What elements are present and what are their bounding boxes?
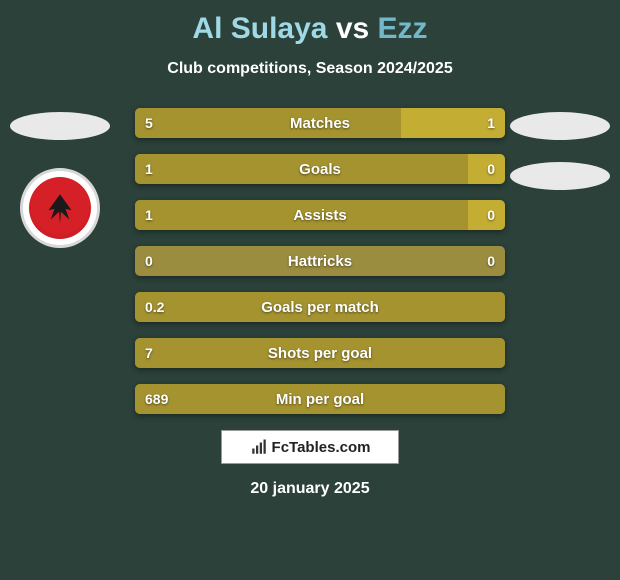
stat-label: Goals per match (135, 292, 505, 322)
stat-row: 51Matches (135, 108, 505, 138)
player2-photo-placeholder (510, 112, 610, 140)
stat-label: Matches (135, 108, 505, 138)
player1-photo-placeholder (10, 112, 110, 140)
subtitle: Club competitions, Season 2024/2025 (0, 60, 620, 78)
stat-row: 7Shots per goal (135, 338, 505, 368)
source-badge[interactable]: FcTables.com (221, 430, 399, 464)
content-area: 51Matches 10Goals 10Assists 00Hattricks 0.2G… (0, 108, 620, 414)
player1-club-logo (20, 168, 100, 248)
stat-label: Assists (135, 200, 505, 230)
stat-row: 10Assists (135, 200, 505, 230)
vs-text: vs (336, 12, 369, 45)
stat-row: 10Goals (135, 154, 505, 184)
stat-label: Shots per goal (135, 338, 505, 368)
source-text: FcTables.com (272, 439, 371, 456)
stat-bars: 51Matches 10Goals 10Assists 00Hattricks 0.2G… (135, 108, 505, 414)
club-logo-inner (29, 177, 91, 239)
stat-label: Hattricks (135, 246, 505, 276)
date-text: 20 january 2025 (0, 480, 620, 498)
player2-club-placeholder (510, 162, 610, 190)
stat-row: 689Min per goal (135, 384, 505, 414)
stat-row: 0.2Goals per match (135, 292, 505, 322)
chart-icon (250, 438, 268, 456)
stat-label: Min per goal (135, 384, 505, 414)
comparison-title: Al Sulaya vs Ezz (0, 0, 620, 46)
stat-label: Goals (135, 154, 505, 184)
player2-name: Ezz (378, 12, 428, 45)
player1-name: Al Sulaya (192, 12, 327, 45)
eagle-icon (37, 185, 83, 231)
stat-row: 00Hattricks (135, 246, 505, 276)
